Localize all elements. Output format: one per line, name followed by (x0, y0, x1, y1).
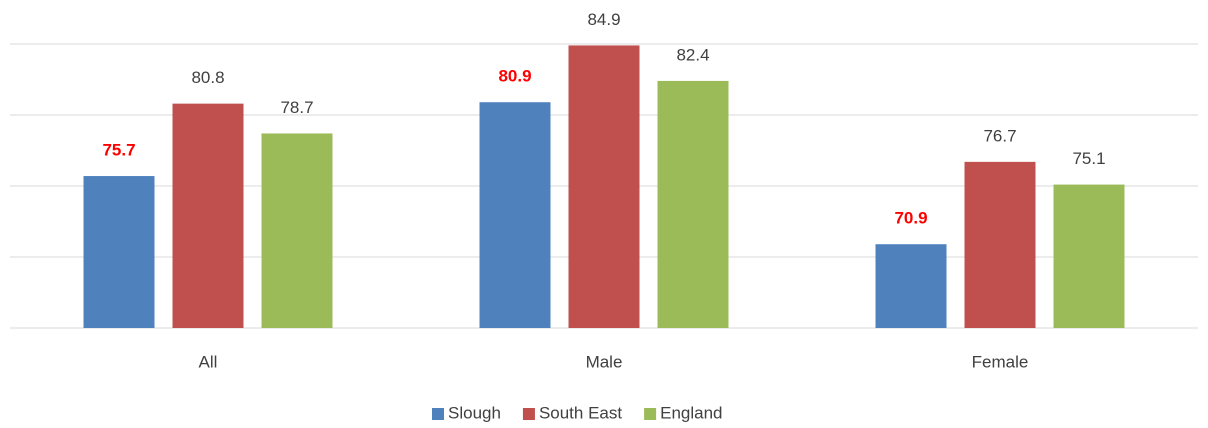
legend-label: Slough (448, 403, 501, 422)
data-label: 84.9 (587, 10, 620, 29)
bar (875, 244, 947, 328)
data-label: 80.8 (191, 68, 224, 87)
bar (83, 176, 155, 328)
data-label: 76.7 (983, 126, 1016, 145)
x-tick-label: Male (586, 352, 623, 371)
bar (172, 103, 244, 328)
legend-swatch (522, 408, 535, 420)
x-tick-label: Female (972, 352, 1029, 371)
data-label: 75.7 (102, 141, 135, 160)
legend-label: South East (539, 403, 622, 422)
legend-swatch (644, 408, 657, 420)
data-label: 82.4 (676, 45, 709, 64)
bar (964, 161, 1036, 328)
bar (479, 102, 551, 328)
bar (1053, 184, 1125, 328)
legend-swatch (432, 408, 444, 420)
legend-label: England (660, 403, 722, 422)
data-label: 78.7 (280, 98, 313, 117)
bar (657, 80, 729, 328)
data-label: 75.1 (1072, 149, 1105, 168)
data-label: 80.9 (498, 67, 531, 86)
bar (261, 133, 333, 328)
x-tick-label: All (199, 352, 218, 371)
data-label: 70.9 (894, 209, 927, 228)
bar (568, 45, 640, 329)
